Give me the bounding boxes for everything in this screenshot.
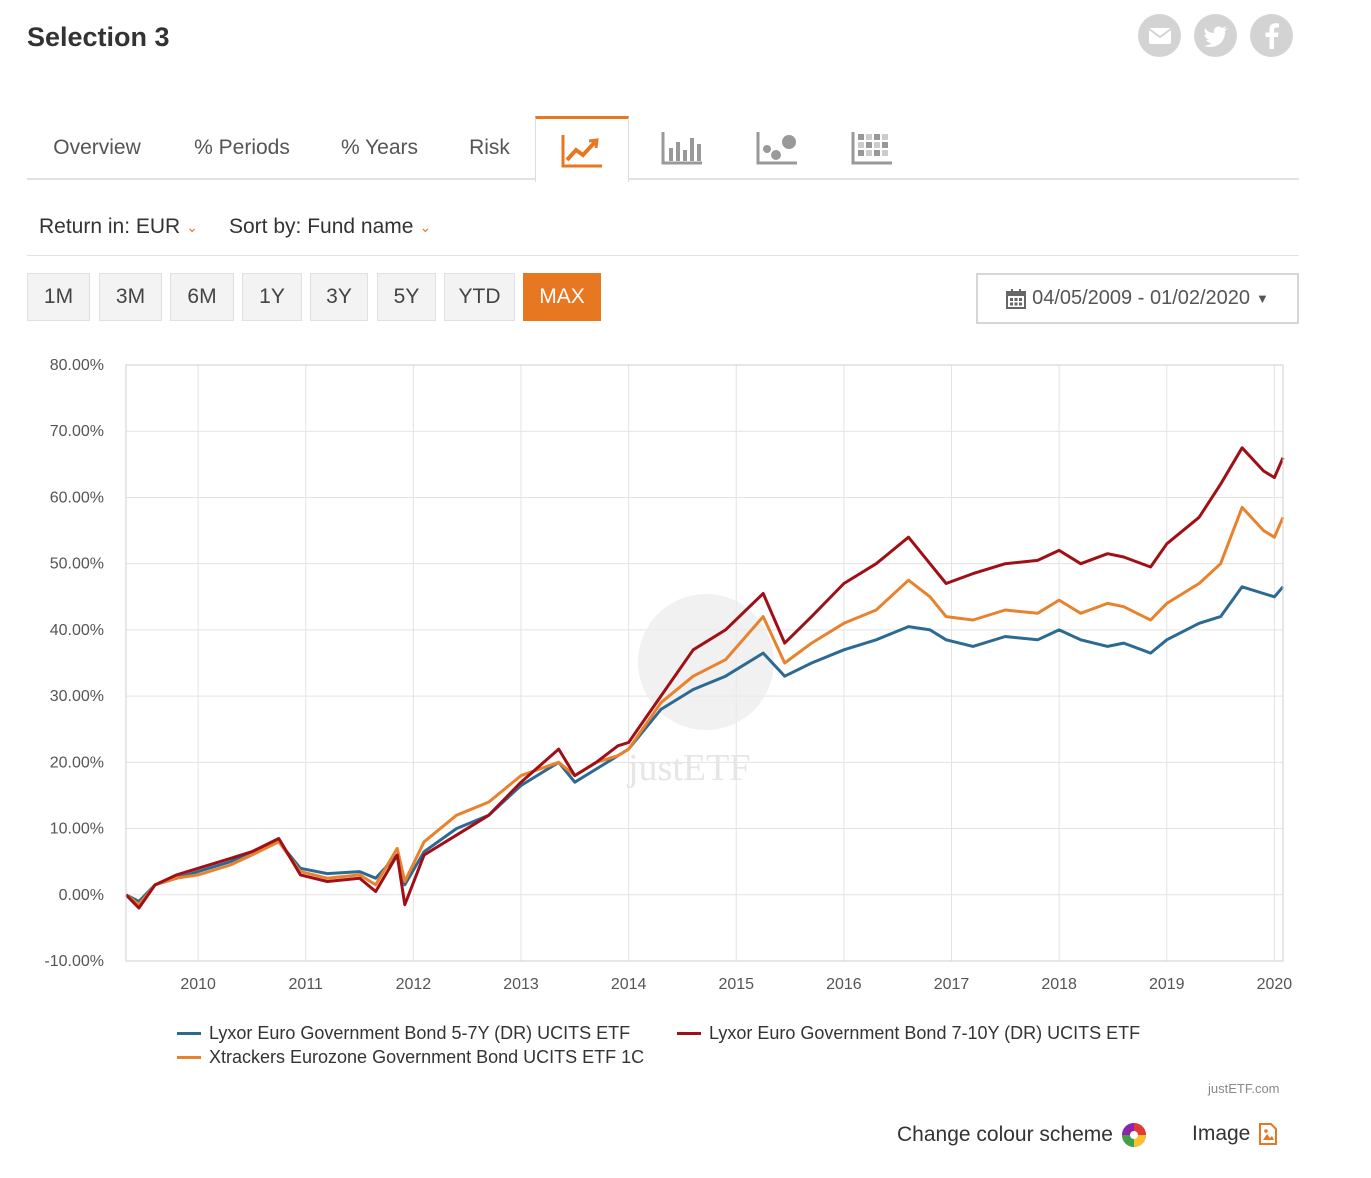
period-6m-button[interactable]: 6M: [170, 273, 234, 321]
legend-item[interactable]: Lyxor Euro Government Bond 7-10Y (DR) UC…: [677, 1023, 1140, 1044]
series-line: [125, 585, 1285, 903]
tab-scatter-chart[interactable]: [732, 116, 822, 180]
period-3m-button[interactable]: 3M: [99, 273, 162, 321]
y-tick-label: 0.00%: [59, 887, 104, 904]
legend-label: Lyxor Euro Government Bond 7-10Y (DR) UC…: [709, 1023, 1141, 1043]
email-icon[interactable]: [1138, 14, 1181, 57]
y-tick-label: 80.00%: [50, 357, 104, 374]
legend-item[interactable]: Lyxor Euro Government Bond 5-7Y (DR) UCI…: [177, 1023, 630, 1044]
legend-item[interactable]: Xtrackers Eurozone Government Bond UCITS…: [177, 1047, 644, 1068]
y-tick-label: 40.00%: [50, 622, 104, 639]
date-range-value: 04/05/2009 - 01/02/2020: [1032, 287, 1251, 309]
filter-bar: Return in: EUR ⌄ Sort by: Fund name ⌄: [27, 205, 1299, 256]
period-1m-button[interactable]: 1M: [27, 273, 90, 321]
period-max-button[interactable]: MAX: [523, 273, 601, 321]
page-title: Selection 3: [27, 22, 170, 52]
x-tick-label: 2010: [180, 976, 216, 993]
chevron-down-icon: ⌄: [186, 218, 198, 235]
view-tabs: Overview % Periods % Years Risk: [27, 116, 1299, 182]
colour-wheel-icon: [1121, 1123, 1146, 1147]
legend-label: Xtrackers Eurozone Government Bond UCITS…: [209, 1047, 645, 1067]
bar-chart-icon: [661, 132, 702, 165]
calendar-icon: [1006, 288, 1027, 309]
x-tick-label: 2015: [718, 976, 754, 993]
return-currency-label: Return in: EUR: [39, 215, 181, 238]
x-tick-label: 2019: [1149, 976, 1185, 993]
x-tick-label: 2020: [1257, 976, 1293, 993]
chevron-down-icon: ⌄: [419, 218, 432, 235]
tab-overview[interactable]: Overview: [53, 136, 141, 159]
plot-border: [125, 364, 1284, 962]
watermark-text: justETF: [626, 747, 750, 789]
y-tick-label: -10.00%: [44, 953, 104, 970]
y-tick-label: 70.00%: [50, 423, 104, 440]
y-tick-label: 10.00%: [50, 821, 104, 838]
tab-bar-chart[interactable]: [637, 116, 727, 180]
x-tick-label: 2013: [503, 976, 539, 993]
y-tick-label: 60.00%: [50, 489, 104, 506]
tab-periods[interactable]: % Periods: [194, 136, 290, 159]
period-5y-button[interactable]: 5Y: [377, 273, 436, 321]
export-image-label: Image: [1192, 1122, 1251, 1145]
date-range-picker[interactable]: 04/05/2009 - 01/02/2020 ▼: [976, 273, 1299, 324]
change-colour-label: Change colour scheme: [897, 1123, 1113, 1146]
legend-swatch: [177, 1032, 201, 1035]
legend-swatch: [177, 1056, 201, 1059]
performance-chart: justETF -10.00% 0.00% 10.00% 20.00% 30.00% 40…: [44, 357, 1293, 993]
x-tick-label: 2012: [396, 976, 432, 993]
period-ytd-button[interactable]: YTD: [444, 273, 515, 321]
series-line: [125, 505, 1285, 907]
x-tick-label: 2011: [289, 976, 324, 993]
export-image-link[interactable]: Image: [1192, 1122, 1278, 1146]
legend-swatch: [677, 1032, 701, 1035]
social-links: [1138, 14, 1293, 57]
x-tick-label: 2018: [1041, 976, 1077, 993]
scatter-chart-icon: [756, 132, 797, 165]
chart-credit: justETF.com: [1208, 1081, 1280, 1096]
x-tick-label: 2014: [611, 976, 647, 993]
y-tick-label: 50.00%: [50, 556, 104, 573]
sort-label: Sort by: Fund name: [229, 215, 414, 238]
tab-heatmap[interactable]: [827, 116, 917, 180]
x-tick-label: 2017: [934, 976, 970, 993]
x-tick-label: 2016: [826, 976, 862, 993]
watermark-logo-circle: [638, 594, 774, 730]
tab-chart-line[interactable]: [535, 116, 629, 182]
y-tick-label: 30.00%: [50, 688, 104, 705]
tab-risk[interactable]: Risk: [469, 136, 510, 159]
series-line: [124, 446, 1285, 910]
twitter-icon[interactable]: [1194, 14, 1237, 57]
period-1y-button[interactable]: 1Y: [242, 273, 302, 321]
watermark: justETF: [626, 594, 774, 789]
caret-down-icon: ▼: [1256, 291, 1269, 306]
legend-label: Lyxor Euro Government Bond 5-7Y (DR) UCI…: [209, 1023, 631, 1043]
period-3y-button[interactable]: 3Y: [310, 273, 368, 321]
heatmap-icon: [851, 132, 892, 165]
sort-dropdown[interactable]: Sort by: Fund name ⌄: [229, 215, 431, 239]
line-chart-icon: [561, 134, 602, 167]
change-colour-scheme-link[interactable]: Change colour scheme: [897, 1122, 1147, 1148]
y-tick-label: 20.00%: [50, 754, 104, 771]
facebook-icon[interactable]: [1250, 14, 1293, 57]
tab-years[interactable]: % Years: [340, 136, 419, 159]
return-currency-dropdown[interactable]: Return in: EUR ⌄: [39, 215, 198, 239]
image-file-icon: [1259, 1123, 1278, 1145]
